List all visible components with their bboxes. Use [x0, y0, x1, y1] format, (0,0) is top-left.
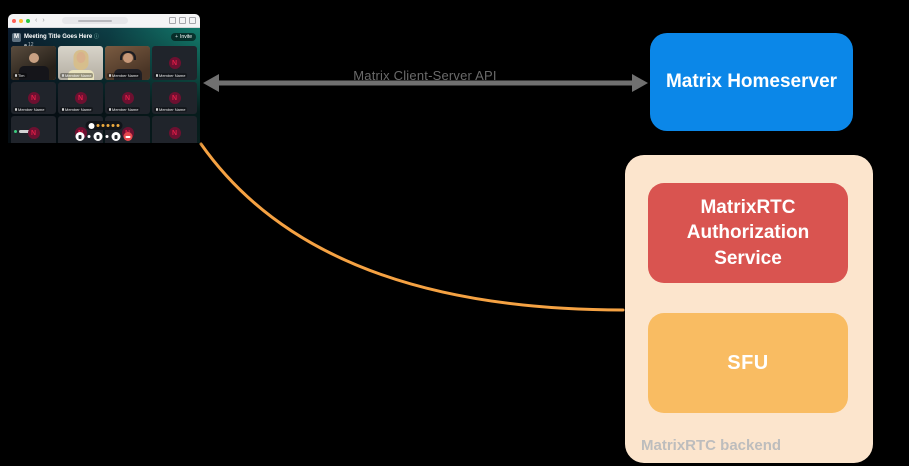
- video-tile-photo: [11, 46, 56, 80]
- avatar: N: [168, 57, 181, 69]
- avatar: N: [74, 92, 87, 104]
- mic-icon: [15, 108, 17, 111]
- reactions-bar[interactable]: [85, 121, 123, 130]
- participant-name-label: Member Name: [60, 73, 94, 78]
- mic-icon: [109, 74, 111, 77]
- reaction-emoji-icon[interactable]: [96, 124, 100, 127]
- video-grid: Tim Member Name Member Name N Member Nam…: [11, 46, 197, 143]
- auth-service-label: MatrixRTC Authorization Service: [686, 196, 810, 269]
- hangup-button[interactable]: [123, 132, 133, 141]
- traffic-light-zoom[interactable]: [26, 18, 30, 23]
- avatar: N: [27, 92, 40, 104]
- info-icon[interactable]: ⓘ: [93, 34, 99, 40]
- url-bar[interactable]: [61, 17, 128, 24]
- video-tile[interactable]: Member Name: [105, 46, 150, 80]
- hangup-icon: [125, 135, 131, 138]
- matrix-homeserver-node[interactable]: Matrix Homeserver: [650, 33, 853, 131]
- arrow-head-right: [632, 74, 648, 92]
- participant-name-label: Member Name: [154, 73, 188, 78]
- video-tile[interactable]: N Member Name: [11, 82, 56, 114]
- mic-icon: [109, 108, 111, 111]
- matrixrtc-backend-group[interactable]: MatrixRTC Authorization Service SFU Matr…: [625, 155, 873, 463]
- video-tile[interactable]: N: [152, 116, 197, 143]
- reaction-emoji-icon[interactable]: [101, 124, 105, 127]
- mic-icon: [15, 74, 17, 77]
- avatar: N: [121, 92, 134, 104]
- call-app-window: M Meeting Title Goes Here ⓘ 12 + Invite T…: [8, 28, 200, 143]
- traffic-light-minimize[interactable]: [19, 18, 23, 23]
- screenshare-button[interactable]: [111, 132, 121, 141]
- camera-button[interactable]: [93, 132, 103, 141]
- participant-name-label: Member Name: [154, 107, 188, 112]
- video-tile-photo: [105, 46, 150, 80]
- video-tile[interactable]: N Member Name: [105, 82, 150, 114]
- camera-icon: [96, 134, 100, 139]
- avatar: N: [27, 127, 40, 139]
- participant-name-label: Member Name: [60, 107, 94, 112]
- meeting-title: Meeting Title Goes Here ⓘ: [24, 34, 99, 40]
- mic-icon: [156, 108, 158, 111]
- client-server-api-label: Matrix Client-Server API: [353, 68, 497, 83]
- participant-name-label: Tim: [13, 73, 27, 78]
- avatar: N: [168, 92, 181, 104]
- reaction-emoji-icon[interactable]: [116, 124, 120, 127]
- call-header: M Meeting Title Goes Here ⓘ 12 + Invite: [8, 28, 200, 48]
- sfu-node[interactable]: SFU: [648, 313, 848, 413]
- video-tile[interactable]: N Member Name: [152, 46, 197, 80]
- element-call-screenshot: ‹ › M Meeting Title Goes Here ⓘ 12 + Invi…: [8, 14, 200, 143]
- traffic-light-close[interactable]: [12, 18, 16, 23]
- video-tile[interactable]: N: [11, 116, 56, 143]
- browser-chrome: ‹ ›: [8, 14, 200, 28]
- video-tile[interactable]: Member Name: [58, 46, 103, 80]
- avatar: N: [168, 127, 181, 139]
- rtc-curve-connector: [199, 142, 625, 312]
- reaction-face-icon[interactable]: [88, 122, 95, 129]
- camera-chevron-icon[interactable]: [105, 135, 109, 138]
- screenshare-icon: [114, 134, 118, 139]
- share-icon[interactable]: [169, 17, 176, 24]
- participant-name-label: Member Name: [107, 73, 141, 78]
- app-logo: M: [12, 32, 21, 42]
- person-icon: [24, 44, 27, 47]
- auth-service-node[interactable]: MatrixRTC Authorization Service: [648, 183, 848, 283]
- mic-icon: [62, 108, 64, 111]
- tabs-icon[interactable]: [189, 17, 196, 24]
- participant-name-label: Member Name: [107, 107, 141, 112]
- mic-button[interactable]: [75, 132, 85, 141]
- mic-icon: [78, 134, 82, 139]
- invite-plus-icon: +: [175, 34, 179, 40]
- sfu-label: SFU: [727, 351, 769, 374]
- participant-name-label: Member Name: [13, 107, 47, 112]
- reaction-emoji-icon[interactable]: [111, 124, 115, 127]
- chrome-action-icons: [169, 17, 196, 24]
- live-indicator: [14, 130, 17, 133]
- nav-forward-icon[interactable]: ›: [42, 17, 45, 24]
- video-tile[interactable]: N Member Name: [152, 82, 197, 114]
- call-controls: [75, 121, 133, 141]
- mic-icon: [62, 74, 64, 77]
- matrix-homeserver-label: Matrix Homeserver: [665, 71, 838, 92]
- video-tile[interactable]: Tim: [11, 46, 56, 80]
- invite-button[interactable]: + Invite: [171, 33, 196, 41]
- backend-group-label: MatrixRTC backend: [641, 437, 782, 454]
- reaction-emoji-icon[interactable]: [106, 124, 110, 127]
- url-text-placeholder: [77, 19, 112, 22]
- new-tab-icon[interactable]: [179, 17, 186, 24]
- nav-back-icon[interactable]: ‹: [35, 17, 38, 24]
- video-tile-photo: [58, 46, 103, 80]
- live-indicator-label: [19, 130, 30, 133]
- participant-count: 12: [24, 43, 99, 48]
- video-tile[interactable]: N Member Name: [58, 82, 103, 114]
- control-buttons: [75, 132, 133, 141]
- mic-chevron-icon[interactable]: [87, 135, 91, 138]
- mic-icon: [156, 74, 158, 77]
- arrow-head-left: [203, 74, 219, 92]
